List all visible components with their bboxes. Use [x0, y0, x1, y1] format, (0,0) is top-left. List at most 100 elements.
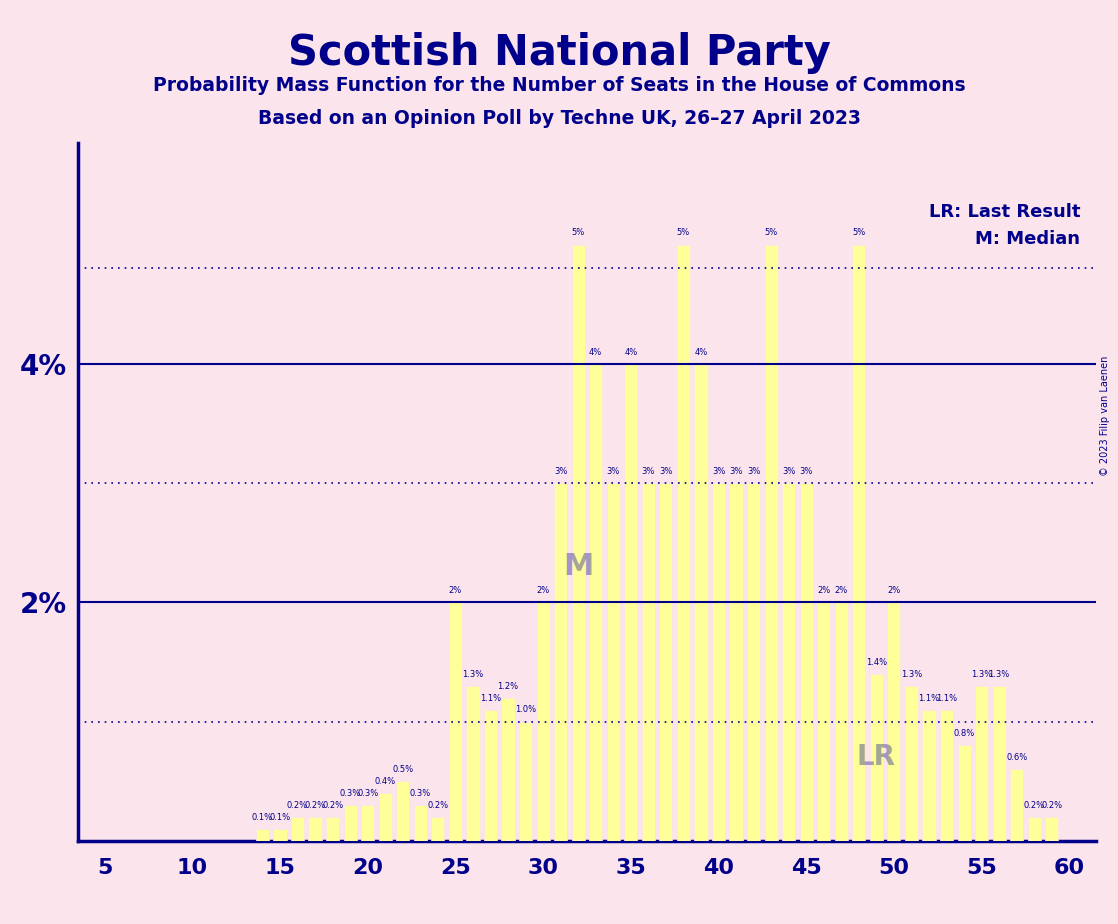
- Bar: [747, 483, 760, 841]
- Bar: [1011, 770, 1023, 841]
- Bar: [274, 829, 286, 841]
- Text: 3%: 3%: [660, 467, 673, 476]
- Text: 2%: 2%: [835, 586, 847, 595]
- Text: 4%: 4%: [694, 347, 708, 357]
- Text: 3%: 3%: [642, 467, 655, 476]
- Bar: [852, 245, 865, 841]
- Text: 0.2%: 0.2%: [304, 801, 325, 809]
- Bar: [660, 483, 672, 841]
- Text: 2%: 2%: [537, 586, 550, 595]
- Bar: [343, 805, 357, 841]
- Text: 0.1%: 0.1%: [269, 813, 291, 821]
- Bar: [694, 364, 708, 841]
- Text: 0.2%: 0.2%: [1024, 801, 1045, 809]
- Text: LR: LR: [856, 744, 896, 772]
- Bar: [379, 793, 391, 841]
- Text: 0.2%: 0.2%: [427, 801, 448, 809]
- Bar: [888, 602, 900, 841]
- Bar: [432, 817, 445, 841]
- Bar: [624, 364, 637, 841]
- Text: 5%: 5%: [571, 228, 585, 237]
- Text: 3%: 3%: [607, 467, 620, 476]
- Text: 0.1%: 0.1%: [252, 813, 273, 821]
- Text: 1.3%: 1.3%: [972, 670, 993, 678]
- Text: 0.3%: 0.3%: [357, 789, 378, 798]
- Text: 5%: 5%: [765, 228, 778, 237]
- Bar: [537, 602, 550, 841]
- Text: 4%: 4%: [589, 347, 603, 357]
- Text: 1.3%: 1.3%: [901, 670, 922, 678]
- Bar: [256, 829, 269, 841]
- Text: Probability Mass Function for the Number of Seats in the House of Commons: Probability Mass Function for the Number…: [153, 76, 965, 95]
- Text: 2%: 2%: [817, 586, 831, 595]
- Text: 5%: 5%: [852, 228, 865, 237]
- Text: 3%: 3%: [747, 467, 760, 476]
- Bar: [448, 602, 462, 841]
- Bar: [783, 483, 795, 841]
- Text: 0.2%: 0.2%: [1041, 801, 1062, 809]
- Bar: [1045, 817, 1059, 841]
- Bar: [607, 483, 619, 841]
- Text: Based on an Opinion Poll by Techne UK, 26–27 April 2023: Based on an Opinion Poll by Techne UK, 2…: [257, 109, 861, 128]
- Bar: [799, 483, 813, 841]
- Text: 0.8%: 0.8%: [954, 729, 975, 738]
- Bar: [817, 602, 831, 841]
- Text: 1.1%: 1.1%: [480, 694, 501, 702]
- Bar: [975, 686, 988, 841]
- Text: 1.1%: 1.1%: [936, 694, 957, 702]
- Text: 0.3%: 0.3%: [340, 789, 361, 798]
- Bar: [993, 686, 1006, 841]
- Bar: [589, 364, 603, 841]
- Bar: [676, 245, 690, 841]
- Bar: [922, 710, 936, 841]
- Bar: [466, 686, 480, 841]
- Text: 0.4%: 0.4%: [375, 777, 396, 786]
- Bar: [502, 698, 514, 841]
- Text: 2%: 2%: [888, 586, 900, 595]
- Text: 1.4%: 1.4%: [865, 658, 887, 667]
- Text: 1.3%: 1.3%: [988, 670, 1010, 678]
- Text: Scottish National Party: Scottish National Party: [287, 32, 831, 74]
- Bar: [904, 686, 918, 841]
- Bar: [712, 483, 726, 841]
- Bar: [765, 245, 778, 841]
- Bar: [571, 245, 585, 841]
- Text: 0.3%: 0.3%: [409, 789, 430, 798]
- Text: 3%: 3%: [729, 467, 742, 476]
- Bar: [326, 817, 339, 841]
- Text: LR: Last Result: LR: Last Result: [929, 202, 1080, 221]
- Text: M: M: [563, 552, 594, 581]
- Text: 1.1%: 1.1%: [919, 694, 939, 702]
- Bar: [361, 805, 375, 841]
- Text: 1.3%: 1.3%: [463, 670, 484, 678]
- Bar: [642, 483, 655, 841]
- Text: 3%: 3%: [781, 467, 795, 476]
- Bar: [957, 746, 970, 841]
- Bar: [291, 817, 304, 841]
- Text: 0.6%: 0.6%: [1006, 753, 1027, 762]
- Text: 5%: 5%: [676, 228, 690, 237]
- Text: 3%: 3%: [553, 467, 567, 476]
- Bar: [396, 781, 409, 841]
- Text: 3%: 3%: [799, 467, 813, 476]
- Text: 0.2%: 0.2%: [322, 801, 343, 809]
- Text: M: Median: M: Median: [975, 230, 1080, 249]
- Text: © 2023 Filip van Laenen: © 2023 Filip van Laenen: [1100, 356, 1110, 476]
- Bar: [519, 722, 532, 841]
- Text: 2%: 2%: [448, 586, 462, 595]
- Text: 3%: 3%: [712, 467, 726, 476]
- Text: 0.2%: 0.2%: [287, 801, 309, 809]
- Bar: [940, 710, 954, 841]
- Text: 0.5%: 0.5%: [392, 765, 414, 774]
- Bar: [555, 483, 567, 841]
- Text: 1.0%: 1.0%: [515, 705, 537, 714]
- Text: 4%: 4%: [624, 347, 637, 357]
- Bar: [484, 710, 498, 841]
- Text: 1.2%: 1.2%: [498, 682, 519, 690]
- Bar: [835, 602, 847, 841]
- Bar: [1027, 817, 1041, 841]
- Bar: [870, 674, 883, 841]
- Bar: [414, 805, 427, 841]
- Bar: [729, 483, 742, 841]
- Bar: [309, 817, 322, 841]
